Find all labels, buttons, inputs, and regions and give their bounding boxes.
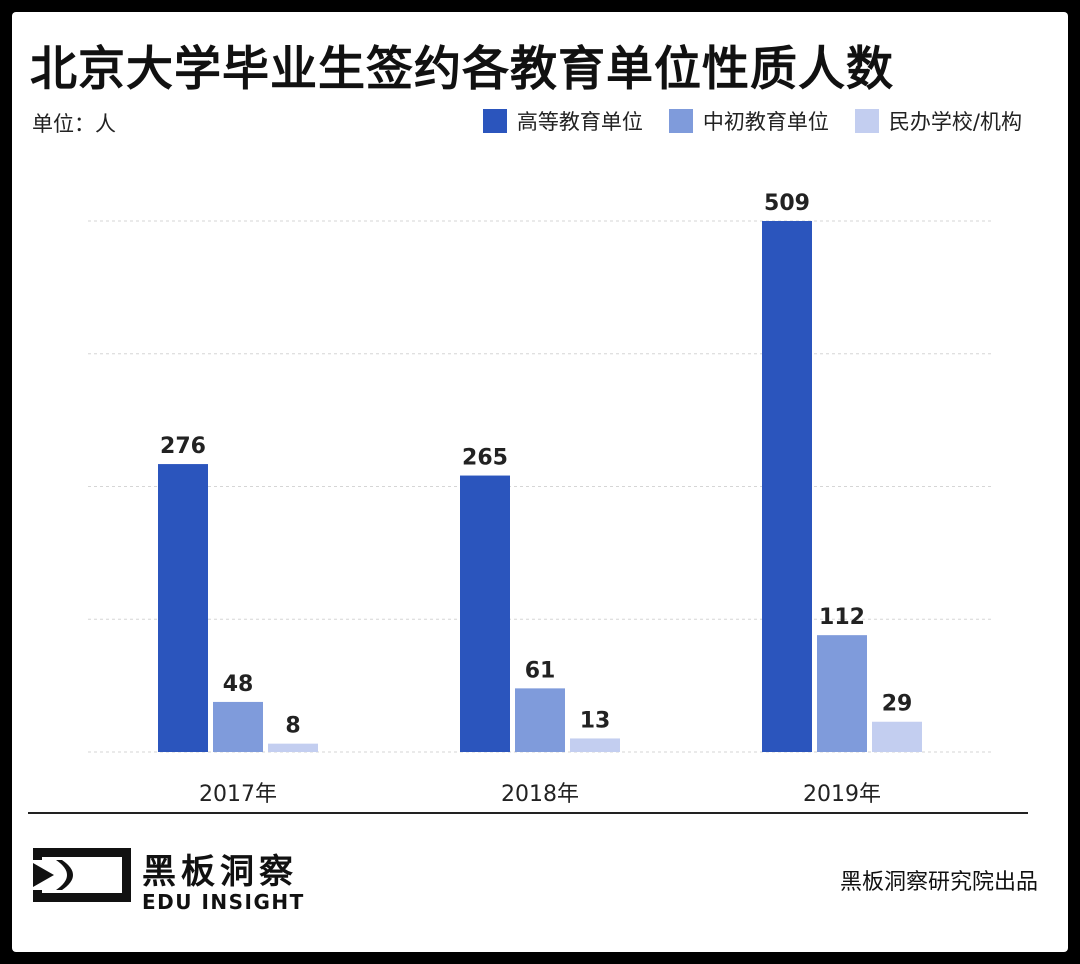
legend-label-primary-secondary-edu: 中初教育单位 [702,110,829,134]
data-label: 48 [223,672,254,697]
brand-name-cn: 黑板洞察 [142,852,298,892]
legend-label-higher-edu: 高等教育单位 [516,110,643,134]
data-label: 112 [819,605,865,630]
bar [268,743,318,752]
edu-insight-logo-icon [33,848,131,902]
bar [872,721,922,752]
legend-item-private-school: 民办学校/机构 [854,106,1022,136]
bar [570,738,620,752]
bar [515,688,565,752]
footer-divider [28,812,1028,814]
legend-swatch-primary-secondary-edu [668,109,693,133]
x-tick-label: 2018年 [501,782,579,807]
bar-chart: 276 48 8 2017年 265 61 13 2018年 509 112 29 2019年 [88,191,992,807]
data-label: 13 [580,708,611,733]
legend-item-primary-secondary-edu: 中初教育单位 [668,106,829,136]
data-label: 29 [882,692,913,717]
data-label: 509 [764,191,810,216]
legend-item-higher-edu: 高等教育单位 [482,106,643,136]
legend: 高等教育单位 中初教育单位 民办学校/机构 [482,106,1022,136]
legend-swatch-higher-edu [482,109,507,133]
x-tick-label: 2017年 [199,782,277,807]
unit-label: 单位：人 [32,112,116,136]
credit-text: 黑板洞察研究院出品 [839,870,1038,895]
bar [158,464,208,752]
x-tick-label: 2019年 [803,782,881,807]
data-label: 276 [160,434,206,459]
data-label: 265 [462,446,508,471]
brand-name-en: EDU INSIGHT [142,890,305,914]
legend-swatch-private-school [854,109,879,133]
bar [817,635,867,752]
chart-title: 北京大学毕业生签约各教育单位性质人数 [30,42,894,97]
legend-label-private-school: 民办学校/机构 [888,110,1022,134]
bar [762,221,812,752]
bar [213,701,263,752]
data-label: 8 [285,714,300,739]
bar [460,475,510,752]
data-label: 61 [525,658,556,683]
